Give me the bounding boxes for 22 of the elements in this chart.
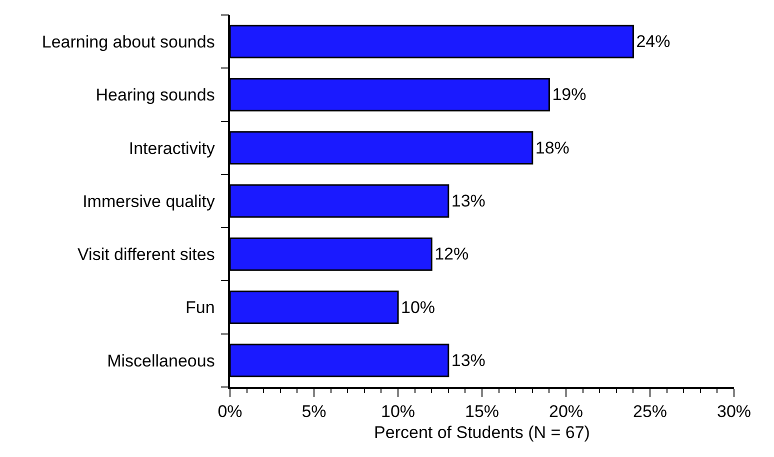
y-tick-label: Visit different sites: [78, 245, 215, 264]
y-tick-label: Immersive quality: [82, 192, 216, 211]
x-tick-label: 15%: [464, 402, 500, 422]
y-tick-label: Miscellaneous: [107, 351, 215, 370]
x-tick-label: 5%: [302, 402, 326, 422]
data-label: 12%: [434, 244, 469, 264]
data-label: 18%: [535, 138, 570, 158]
data-label: 10%: [401, 298, 436, 317]
x-axis-title: Percent of Students (N = 67): [374, 423, 590, 442]
y-tick-label: Fun: [186, 298, 215, 318]
data-label: 13%: [451, 350, 486, 370]
data-label: 13%: [451, 192, 486, 210]
y-tick-label: Learning about sounds: [42, 32, 215, 52]
x-tick-label: 10%: [380, 402, 416, 422]
x-tick-label: 25%: [632, 402, 668, 422]
data-label: 19%: [552, 85, 586, 104]
x-tick-label: 30%: [716, 402, 752, 422]
y-tick-label: Interactivity: [128, 138, 216, 158]
data-label: 24%: [636, 32, 670, 52]
y-tick-label: Hearing sounds: [96, 86, 215, 105]
x-tick-label: 20%: [548, 402, 584, 422]
x-tick-label: 0%: [218, 402, 242, 422]
